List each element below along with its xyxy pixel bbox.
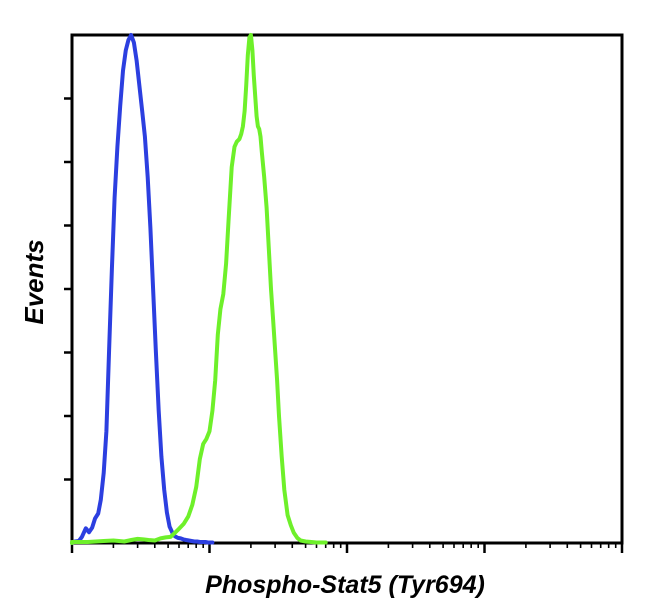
- series-line-2: [70, 33, 328, 545]
- x-axis-title: Phospho-Stat5 (Tyr694): [205, 571, 485, 599]
- x-axis-ticks: [70, 543, 624, 553]
- y-axis-title: Events: [19, 239, 49, 324]
- y-axis-ticks: [64, 97, 72, 481]
- series-line-1: [70, 33, 215, 545]
- series-layer: [70, 33, 328, 545]
